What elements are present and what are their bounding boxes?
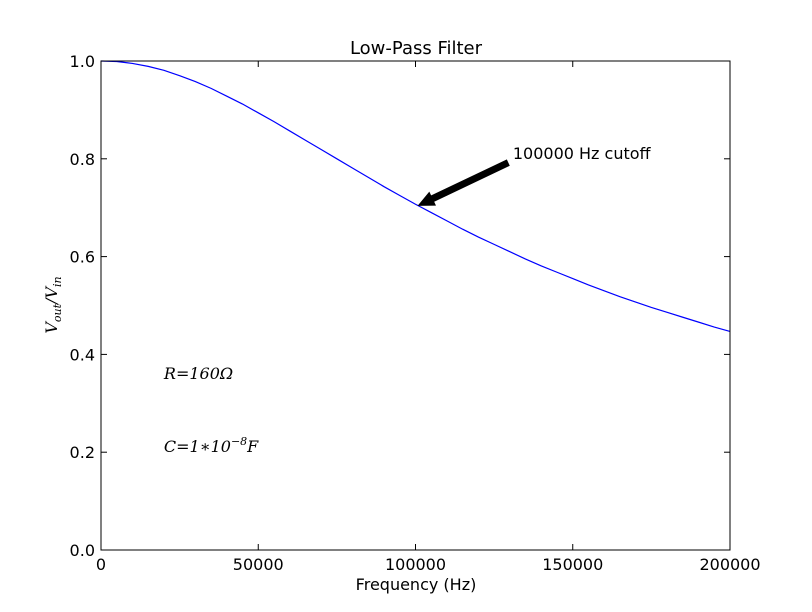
y-axis-label-sub2: in [51, 276, 64, 287]
x-tick-label: 0 [96, 555, 106, 574]
resistance-label: R=160Ω [163, 364, 233, 383]
x-tick-label: 200000 [699, 555, 760, 574]
x-tick-label: 100000 [385, 555, 446, 574]
y-tick-label: 0.6 [70, 248, 95, 267]
cutoff-annotation-text: 100000 Hz cutoff [513, 144, 652, 163]
annotation-layer: 100000 Hz cutoff [417, 144, 652, 206]
y-axis-label-slash: / [42, 297, 61, 306]
capacitance-label: C=1∗10−8F [164, 435, 259, 456]
y-tick-label: 0.0 [70, 541, 95, 560]
y-tick-label: 0.4 [70, 345, 95, 364]
capacitance-label-base: C=1∗10 [164, 437, 231, 456]
chart-title: Low-Pass Filter [350, 38, 483, 59]
capacitance-label-unit: F [246, 437, 259, 456]
y-axis-label-v2: V [42, 286, 61, 299]
axis-ticks: 0 50000 100000 150000 200000 0.0 0.2 0.4 0.6 0.8 1… [70, 52, 761, 574]
series-line [100, 60, 731, 332]
x-axis-label: Frequency (Hz) [356, 575, 477, 594]
axes-frame [100, 60, 731, 551]
y-axis-label-sub1: out [51, 303, 64, 322]
cutoff-arrow [417, 159, 510, 206]
y-tick-label: 0.2 [70, 443, 95, 462]
x-tick-label: 150000 [542, 555, 603, 574]
y-axis-label-v1: V [42, 321, 61, 334]
y-tick-label: 0.8 [70, 150, 95, 169]
capacitance-label-exponent: −8 [231, 435, 247, 448]
x-tick-label: 50000 [233, 555, 284, 574]
y-tick-label: 1.0 [70, 52, 95, 71]
plot-area [101, 61, 730, 550]
y-axis-label: Vout/Vin [42, 276, 64, 333]
series-layer [100, 60, 731, 332]
